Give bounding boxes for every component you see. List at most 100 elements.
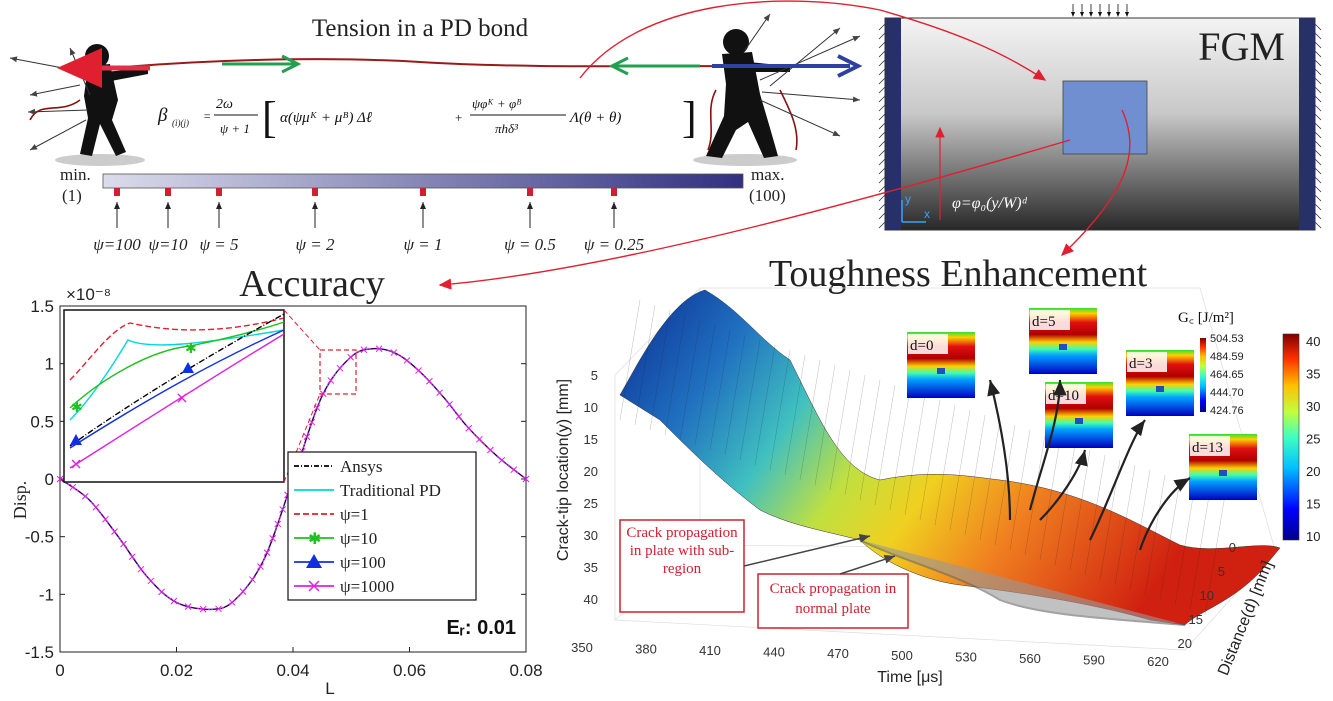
svg-text:=: =: [203, 109, 211, 123]
y-axis-label: Disp.: [10, 481, 30, 520]
series-marker: [102, 515, 109, 523]
gc-value-label: 464.65: [1210, 369, 1244, 381]
surface-colorbar: [1282, 333, 1300, 541]
thumbnail-d3: d=3: [1126, 350, 1194, 416]
series-marker: [269, 535, 277, 542]
thumbnail-label: d=0: [910, 338, 933, 354]
inset-star-marker: ✱: [185, 342, 197, 357]
x-tick-label: 0.06: [393, 661, 426, 680]
series-marker: [184, 603, 192, 611]
series-marker: [360, 346, 368, 354]
psi-max-label: max.: [751, 165, 785, 184]
y-tick-label: -1.5: [25, 643, 54, 662]
crack-surface: [619, 289, 1281, 626]
series-marker: [390, 349, 398, 356]
series-marker: [279, 506, 287, 513]
legend-label: ψ=1: [340, 505, 369, 524]
time-tick-label: 410: [699, 643, 721, 658]
y-tick-label: -1: [39, 585, 54, 604]
gc-value-label: 444.70: [1210, 387, 1244, 399]
gc-legend-title: G꜀ [J/m²]: [1178, 310, 1234, 326]
error-label: Eᵣ: 0.01: [446, 617, 516, 639]
colorbar-tick-label: 15: [1306, 497, 1320, 512]
svg-text:α(ψμᴷ + μᴮ) Δℓ: α(ψμᴷ + μᴮ) Δℓ: [280, 110, 372, 126]
annotation-normal: Crack propagation in normal plate: [757, 554, 909, 629]
psi-max-value: (100): [749, 186, 786, 205]
thumbnail-label: d=5: [1032, 314, 1055, 330]
crack-y-tick-label: 30: [584, 528, 598, 543]
series-marker: [274, 520, 282, 528]
distance-tick-label: 15: [1189, 612, 1203, 627]
gc-value-label: 504.53: [1210, 333, 1244, 345]
series-marker: [522, 475, 530, 483]
series-marker: [257, 563, 264, 570]
fgm-axis-y: y: [905, 192, 911, 206]
crack-y-tick-label: 5: [591, 368, 598, 383]
distance-tick-label: 5: [1218, 564, 1225, 579]
psi-marker: [216, 188, 222, 196]
series-marker: [199, 605, 207, 613]
colorbar-tick-label: 20: [1306, 464, 1320, 479]
thumbnail-label: d=3: [1129, 356, 1152, 372]
series-marker: [137, 565, 145, 573]
connector-arrows: [438, 0, 1131, 290]
time-tick-label: 530: [955, 649, 977, 664]
time-axis-label: Time [μs]: [877, 669, 943, 686]
x-axis-label: L: [325, 679, 334, 698]
psi-marker-label: ψ = 5: [199, 235, 238, 254]
time-tick-label: 440: [763, 645, 785, 660]
inset-series-line: [69, 333, 284, 469]
series-marker: [403, 357, 411, 364]
series-marker: [228, 599, 236, 606]
inset-triangle-marker: [70, 434, 82, 445]
series-marker: [455, 413, 463, 420]
gc-value-label: 484.59: [1210, 351, 1244, 363]
inset-series-line: [69, 313, 284, 447]
psi-min-label: min.: [60, 165, 91, 184]
series-marker: [375, 345, 383, 353]
svg-text:]: ]: [682, 93, 697, 142]
svg-text:Λ(θ + θ): Λ(θ + θ): [568, 110, 621, 126]
svg-text:πhδ³: πhδ³: [495, 121, 519, 136]
right-figure-icon: [693, 13, 861, 166]
gc-legend: G꜀ [J/m²] 504.53 484.59 464.65 444.70 424.76: [1178, 310, 1244, 417]
colorbar-tick-label: 10: [1306, 529, 1320, 544]
annotation-subregion: Crack propagation in plate with sub-regi…: [619, 519, 871, 613]
series-marker: [465, 424, 473, 432]
series-marker: [158, 588, 165, 596]
x-tick-label: 0.08: [509, 661, 542, 680]
left-figure-icon: [9, 44, 148, 166]
series-marker: [120, 540, 127, 548]
accuracy-inset-frame: [63, 309, 285, 483]
thumbnail-d4: d=13: [1189, 434, 1257, 500]
y-tick-label: 0: [45, 470, 54, 489]
psi-marker: [114, 188, 120, 196]
series-marker: [92, 503, 100, 511]
psi-marker: [527, 188, 533, 196]
psi-marker: [312, 188, 318, 196]
inset-series-line: [69, 321, 284, 409]
series-marker: [476, 435, 483, 443]
series-marker: [415, 367, 422, 374]
psi-marker: [420, 188, 426, 196]
tension-title: Tension in a PD bond: [312, 15, 529, 42]
crack-y-axis-label: Crack-tip location(y) [mm]: [555, 379, 572, 561]
colorbar-tick-label: 25: [1306, 432, 1320, 447]
series-marker: [510, 466, 518, 474]
series-marker: [170, 597, 178, 605]
series-marker: [215, 605, 222, 613]
accuracy-legend: [287, 451, 477, 601]
crack-y-tick-label: 15: [584, 432, 598, 447]
svg-text:β: β: [157, 105, 168, 126]
distance-tick-label: 20: [1178, 636, 1192, 651]
fgm-subregion: [1062, 80, 1148, 155]
fgm-formula: φ=φ₀(y/W)ᵈ: [952, 195, 1028, 212]
svg-text:✱: ✱: [308, 531, 321, 548]
colorbar-tick-label: 40: [1306, 334, 1320, 349]
psi-marker: [611, 188, 617, 196]
psi-marker-label: ψ = 2: [295, 235, 335, 254]
inset-star-marker: ✱: [71, 401, 83, 416]
time-tick-label: 590: [1083, 652, 1105, 667]
gc-value-label: 424.76: [1210, 405, 1244, 417]
